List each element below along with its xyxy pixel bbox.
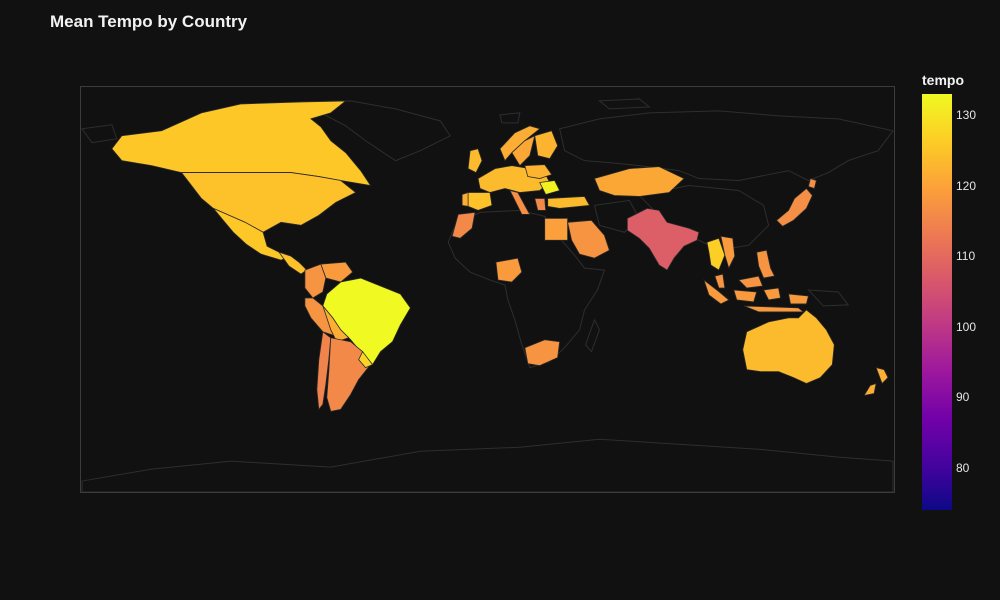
region-sweden[interactable] [511,135,536,167]
region-thailand[interactable] [706,237,726,271]
region-india[interactable] [626,207,700,271]
colorbar-tick: 120 [956,178,977,193]
region-new-zealand[interactable] [863,367,889,397]
colorbar-tick: 100 [956,319,977,334]
map-frame[interactable] [80,86,895,493]
region-norway[interactable] [499,125,541,162]
region-philippines[interactable] [756,249,776,279]
madagascar-outline [584,318,600,353]
antarctica-outline [81,438,894,492]
region-poland[interactable] [524,164,553,179]
region-uruguay[interactable] [358,350,374,369]
region-turkey[interactable] [547,196,591,209]
region-kazakhstan[interactable] [593,166,685,197]
region-united-kingdom[interactable] [467,148,483,174]
colorbar-tick: 130 [956,108,977,123]
region-indonesia[interactable] [703,278,809,313]
region-morocco[interactable] [451,211,476,239]
region-united-states[interactable] [180,172,357,233]
region-argentina[interactable] [326,337,372,412]
region-saudi-arabia[interactable] [567,219,610,259]
colorbar-tick: 90 [956,390,970,405]
region-egypt[interactable] [544,217,569,241]
region-south-africa[interactable] [524,339,561,367]
colorbar-title: tempo [922,72,964,88]
world-map[interactable] [81,87,894,492]
papua-outline [807,289,850,307]
svalbard-outline [598,98,651,110]
colorbar-tick: 110 [956,249,976,264]
region-japan[interactable] [775,178,817,227]
region-italy[interactable] [509,189,531,215]
region-finland[interactable] [534,130,559,160]
region-spain[interactable] [467,192,493,211]
region-romania[interactable] [539,180,561,195]
arctic-islands-outline [499,112,521,124]
colorbar: tempo 80 90 100 110 120 130 [920,72,1000,522]
region-central-america[interactable] [277,251,308,275]
region-canada[interactable] [111,100,372,187]
region-portugal[interactable] [461,191,469,207]
russia-outline [559,110,894,182]
region-nigeria[interactable] [495,257,523,283]
colorbar-tick: 80 [956,460,970,475]
colorbar-gradient [922,94,952,510]
region-greece[interactable] [534,198,547,211]
chart-title: Mean Tempo by Country [50,12,248,31]
region-vietnam[interactable] [720,235,736,270]
alaska-outline [81,124,118,144]
region-bolivia[interactable] [322,305,350,343]
region-australia[interactable] [742,309,835,384]
region-colombia[interactable] [304,263,327,299]
greenland-outline [299,100,451,162]
region-malaysia[interactable] [714,273,764,289]
